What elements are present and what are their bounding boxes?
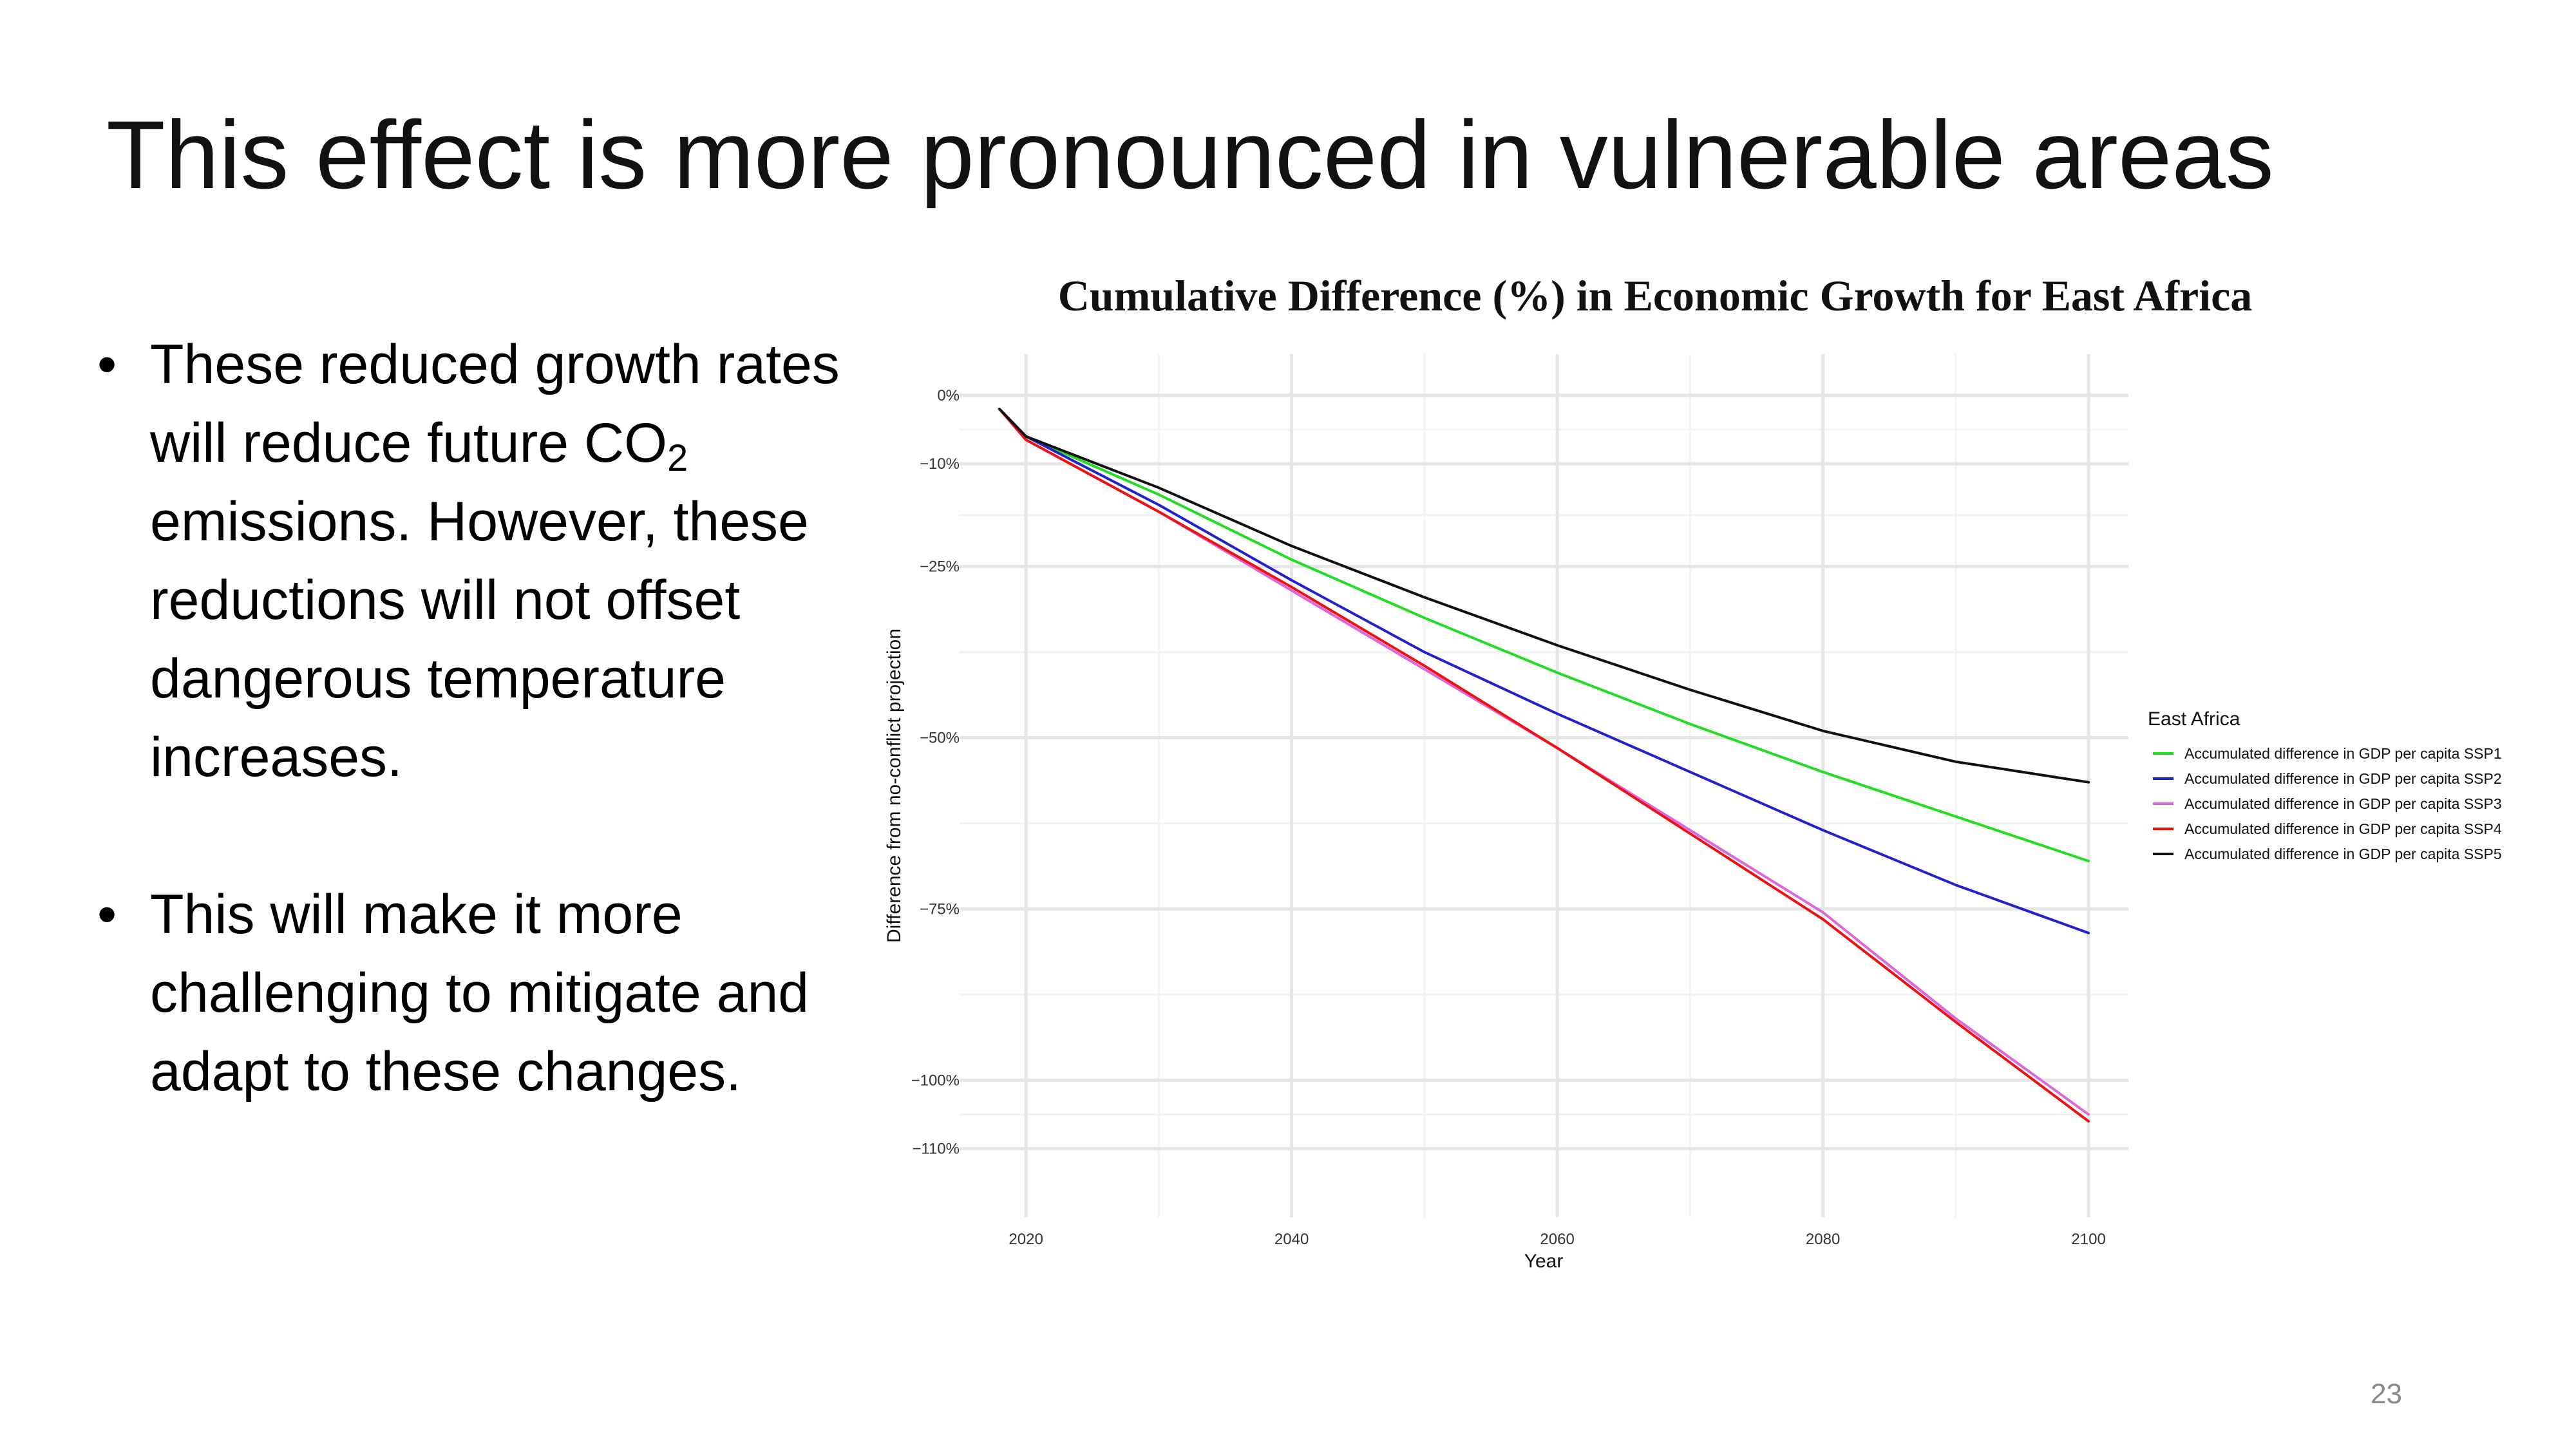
y-tick-label: −25%	[920, 558, 960, 576]
bullet-item: • This will make it more challenging to m…	[93, 875, 853, 1111]
series-line-2	[998, 408, 2090, 934]
legend-label: Accumulated difference in GDP per capita…	[2184, 770, 2502, 787]
bullet-item: • These reduced growth rates will reduce …	[93, 325, 853, 797]
chart-title: Cumulative Difference (%) in Economic Gr…	[1057, 271, 2253, 320]
series-line-4	[998, 408, 2090, 1123]
bullet-dot-icon: •	[97, 334, 117, 395]
legend-label: Accumulated difference in GDP per capita…	[2184, 795, 2502, 812]
y-tick-label: −110%	[912, 1141, 960, 1158]
series-line-5	[998, 408, 2090, 784]
x-tick-label: 2020	[1009, 1231, 1043, 1248]
x-tick-label: 2100	[2071, 1231, 2105, 1248]
x-tick-label: 2040	[1274, 1231, 1309, 1248]
bullet-text: These reduced growth rates will reduce f…	[150, 334, 840, 474]
legend-label: Accumulated difference in GDP per capita…	[2184, 745, 2502, 762]
x-axis-label: Year	[1524, 1251, 1564, 1272]
legend-label: Accumulated difference in GDP per capita…	[2184, 820, 2502, 837]
slide-title: This effect is more pronounced in vulner…	[106, 100, 2274, 209]
series-line-1	[998, 408, 2090, 862]
x-tick-label: 2060	[1540, 1231, 1574, 1248]
bullet-text: This will make it more challenging to mi…	[150, 884, 810, 1103]
x-tick-label: 2080	[1806, 1231, 1840, 1248]
bullet-list: • These reduced growth rates will reduce …	[93, 325, 853, 1111]
legend-label: Accumulated difference in GDP per capita…	[2184, 846, 2502, 862]
y-tick-label: −75%	[920, 900, 960, 918]
y-tick-label: −10%	[920, 455, 960, 473]
bullet-subscript: 2	[667, 437, 688, 479]
y-axis-label: Difference from no-conflict projection	[884, 629, 905, 943]
y-tick-label: −50%	[920, 730, 960, 747]
y-tick-label: −100%	[911, 1072, 960, 1089]
legend-title: East Africa	[2148, 708, 2240, 730]
y-tick-label: 0%	[937, 387, 960, 404]
bullet-dot-icon: •	[97, 884, 117, 945]
page-number: 23	[2371, 1378, 2402, 1410]
bullet-text: emissions. However, these reductions wil…	[150, 491, 809, 788]
